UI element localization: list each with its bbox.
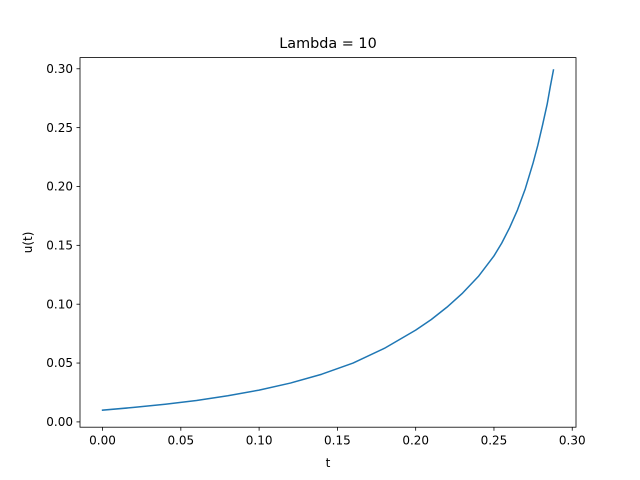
y-tick-label: 0.20 xyxy=(46,180,73,194)
y-tick-label: 0.25 xyxy=(46,121,73,135)
plot-frame xyxy=(79,57,577,428)
y-axis-ticks: 0.00 0.05 0.10 0.15 0.20 0.25 0.30 xyxy=(46,62,80,429)
x-axis-ticks: 0.00 0.05 0.10 0.15 0.20 0.25 0.30 xyxy=(89,427,586,448)
x-tick-label: 0.00 xyxy=(89,434,116,448)
y-tick-label: 0.30 xyxy=(46,62,73,76)
x-tick-label: 0.10 xyxy=(246,434,273,448)
x-tick-label: 0.25 xyxy=(481,434,508,448)
y-tick-label: 0.10 xyxy=(46,297,73,311)
x-tick-label: 0.05 xyxy=(167,434,194,448)
y-axis-label: u(t) xyxy=(21,232,35,254)
x-tick-label: 0.20 xyxy=(402,434,429,448)
series-line xyxy=(101,69,555,411)
y-tick-label: 0.00 xyxy=(46,415,73,429)
y-tick-label: 0.05 xyxy=(46,356,73,370)
x-tick-label: 0.15 xyxy=(324,434,351,448)
y-tick-label: 0.15 xyxy=(46,239,73,253)
chart-title: Lambda = 10 xyxy=(279,36,376,52)
x-axis-label: t xyxy=(326,456,331,470)
x-tick-label: 0.30 xyxy=(559,434,586,448)
